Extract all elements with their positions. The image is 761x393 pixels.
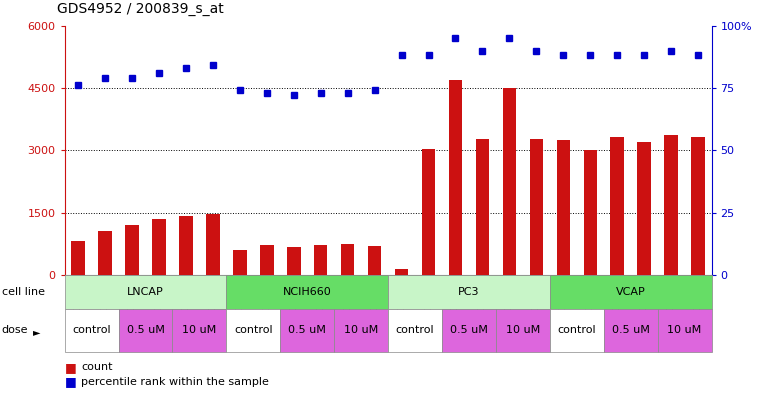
Bar (341, 244, 355, 275)
Bar (145, 26, 173, 275)
Text: ►: ► (33, 327, 40, 337)
Bar (442, 26, 469, 275)
Bar (119, 26, 145, 275)
Text: LNCAP: LNCAP (127, 287, 164, 297)
Text: cell line: cell line (2, 287, 45, 297)
Bar (530, 139, 543, 275)
Text: 10 uM: 10 uM (344, 325, 378, 335)
Bar (126, 225, 139, 275)
Text: count: count (81, 362, 113, 373)
Text: control: control (396, 325, 435, 335)
Text: NCIH660: NCIH660 (283, 287, 332, 297)
Bar (395, 269, 409, 275)
Text: 0.5 uM: 0.5 uM (288, 325, 326, 335)
Text: GDS4952 / 200839_s_at: GDS4952 / 200839_s_at (57, 2, 224, 16)
Bar (388, 26, 415, 275)
Bar (233, 250, 247, 275)
Bar (280, 26, 307, 275)
Bar (469, 26, 496, 275)
Bar (253, 26, 280, 275)
Text: VCAP: VCAP (616, 287, 645, 297)
Bar (307, 26, 334, 275)
Bar (584, 150, 597, 275)
Bar (503, 88, 516, 275)
Text: 10 uM: 10 uM (183, 325, 217, 335)
Bar (368, 246, 381, 275)
Bar (415, 26, 442, 275)
Bar (199, 26, 227, 275)
Bar (227, 26, 253, 275)
Text: dose: dose (2, 325, 28, 335)
Bar (577, 26, 603, 275)
Bar (260, 245, 273, 275)
Text: 10 uM: 10 uM (667, 325, 702, 335)
Bar (631, 26, 658, 275)
Text: control: control (558, 325, 596, 335)
Bar (523, 26, 550, 275)
Text: 0.5 uM: 0.5 uM (126, 325, 164, 335)
Text: PC3: PC3 (458, 287, 479, 297)
Bar (685, 26, 712, 275)
Bar (334, 26, 361, 275)
Bar (603, 26, 631, 275)
Text: 0.5 uM: 0.5 uM (612, 325, 650, 335)
Bar (206, 214, 220, 275)
Text: 0.5 uM: 0.5 uM (450, 325, 488, 335)
Text: ■: ■ (65, 375, 76, 389)
Bar (638, 142, 651, 275)
Bar (72, 241, 85, 275)
Bar (173, 26, 199, 275)
Bar (550, 26, 577, 275)
Bar (664, 134, 678, 275)
Bar (691, 137, 705, 275)
Bar (361, 26, 388, 275)
Bar (314, 245, 327, 275)
Bar (476, 139, 489, 275)
Bar (658, 26, 685, 275)
Bar (556, 140, 570, 275)
Bar (98, 231, 112, 275)
Bar (287, 247, 301, 275)
Bar (152, 219, 166, 275)
Text: ■: ■ (65, 361, 76, 374)
Bar (610, 137, 624, 275)
Bar (180, 216, 193, 275)
Text: percentile rank within the sample: percentile rank within the sample (81, 377, 269, 387)
Text: ►: ► (67, 289, 75, 299)
Text: control: control (72, 325, 111, 335)
Bar (496, 26, 523, 275)
Bar (65, 26, 91, 275)
Text: control: control (234, 325, 272, 335)
Bar (91, 26, 119, 275)
Bar (422, 149, 435, 275)
Bar (449, 80, 462, 275)
Text: 10 uM: 10 uM (506, 325, 540, 335)
